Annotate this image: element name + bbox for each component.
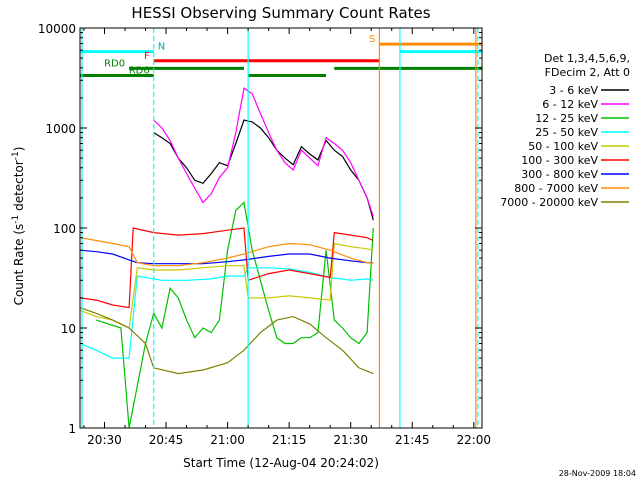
series-line	[96, 201, 374, 429]
x-tick-label: 22:00	[456, 433, 491, 447]
series-line	[79, 307, 374, 375]
series-line	[153, 87, 374, 217]
y-axis-label-part: detector	[12, 160, 26, 215]
x-tick-label: 20:45	[149, 433, 184, 447]
x-tick-label: 21:45	[395, 433, 430, 447]
flag-label: S	[369, 34, 375, 45]
flag-label: RD6	[129, 65, 150, 76]
series-line	[79, 227, 374, 309]
y-axis-label-part: Count Rate (s	[12, 224, 26, 306]
x-tick-label: 21:15	[272, 433, 307, 447]
y-axis-label-sup: -1	[11, 215, 21, 224]
y-axis-label-part: )	[12, 147, 26, 152]
legend-entry-label: 100 - 300 keV	[521, 154, 598, 167]
y-tick-label: 10	[61, 322, 76, 336]
x-axis-label: Start Time (12-Aug-04 20:24:02)	[183, 456, 379, 470]
legend-entry-label: 25 - 50 keV	[535, 126, 598, 139]
series-line	[79, 249, 374, 265]
legend-entry-label: 6 - 12 keV	[542, 98, 598, 111]
x-tick-label: 20:30	[87, 433, 122, 447]
x-tick-label: 21:30	[333, 433, 368, 447]
y-tick-label: 1	[68, 422, 76, 436]
legend-header-line: FDecim 2, Att 0	[545, 66, 630, 79]
y-axis-label: Count Rate (s-1 detector-1)	[11, 147, 26, 306]
y-axis-label-sup: -1	[11, 151, 21, 160]
legend-entry-label: 50 - 100 keV	[528, 140, 598, 153]
legend-entry-label: 3 - 6 keV	[549, 84, 598, 97]
series-line	[153, 119, 374, 221]
y-tick-label: 1000	[45, 122, 76, 136]
legend-entry-label: 300 - 800 keV	[521, 168, 598, 181]
flag-label: N	[158, 42, 165, 53]
legend: Det 1,3,4,5,6,9, FDecim 2, Att 0 3 - 6 k…	[500, 52, 630, 209]
legend-header-line: Det 1,3,4,5,6,9,	[544, 52, 630, 65]
legend-entry-label: 12 - 25 keV	[535, 112, 598, 125]
flag-label: RD0	[104, 58, 125, 69]
y-tick-label: 100	[53, 222, 76, 236]
flag-label: F	[144, 51, 150, 62]
chart-title: HESSI Observing Summary Count Rates	[131, 4, 430, 22]
legend-entry-label: 7000 - 20000 keV	[500, 196, 598, 209]
y-tick-label: 10000	[38, 22, 76, 36]
x-tick-label: 21:00	[210, 433, 245, 447]
legend-entry-label: 800 - 7000 keV	[514, 182, 598, 195]
series-line	[79, 237, 374, 267]
footer-date: 28-Nov-2009 18:04	[559, 469, 636, 478]
